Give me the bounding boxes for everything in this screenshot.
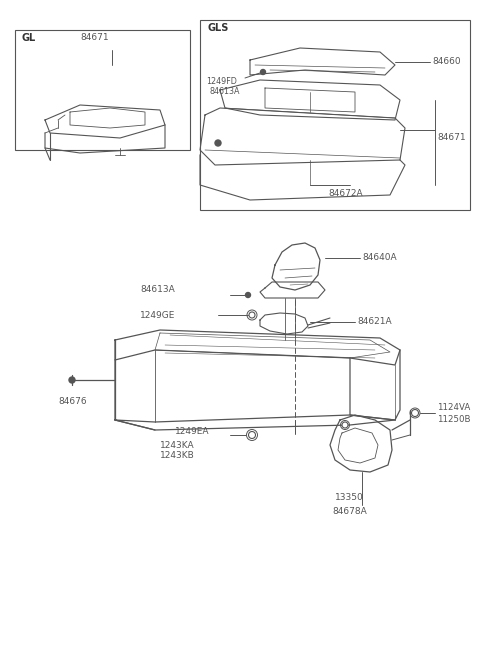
Text: 1249EA: 1249EA [175,428,209,436]
Text: 84613A: 84613A [210,87,240,97]
Text: GL: GL [22,33,36,43]
Text: 1249GE: 1249GE [140,311,175,319]
Circle shape [411,409,419,417]
Text: 13350: 13350 [335,493,364,503]
Text: 84676: 84676 [58,397,86,407]
Circle shape [215,140,221,146]
Circle shape [250,313,254,317]
Text: GLS: GLS [207,23,228,33]
Text: 84678A: 84678A [332,507,367,516]
Bar [15,30,190,150]
Bar [200,20,470,210]
Text: 84640A: 84640A [362,254,396,263]
Circle shape [249,312,255,318]
Circle shape [247,430,257,440]
Text: 84671: 84671 [437,133,466,143]
Circle shape [69,377,75,383]
Circle shape [250,433,254,437]
Circle shape [247,310,257,320]
Circle shape [340,420,349,430]
Text: 1243KA: 1243KA [160,440,194,449]
Circle shape [245,292,251,298]
Text: 84613A: 84613A [140,286,175,294]
Text: 84621A: 84621A [357,317,392,327]
Text: 1243KB: 1243KB [160,451,195,461]
Text: 84660: 84660 [432,58,461,66]
Circle shape [261,70,265,74]
Circle shape [410,408,420,418]
Text: 11250B: 11250B [437,415,470,424]
Circle shape [342,422,348,428]
Text: 1124VA: 1124VA [437,403,470,413]
Text: 84672A: 84672A [328,189,362,198]
Text: 1249FD: 1249FD [206,78,237,87]
Circle shape [249,432,255,438]
Text: 84671: 84671 [80,34,108,43]
Circle shape [413,411,417,415]
